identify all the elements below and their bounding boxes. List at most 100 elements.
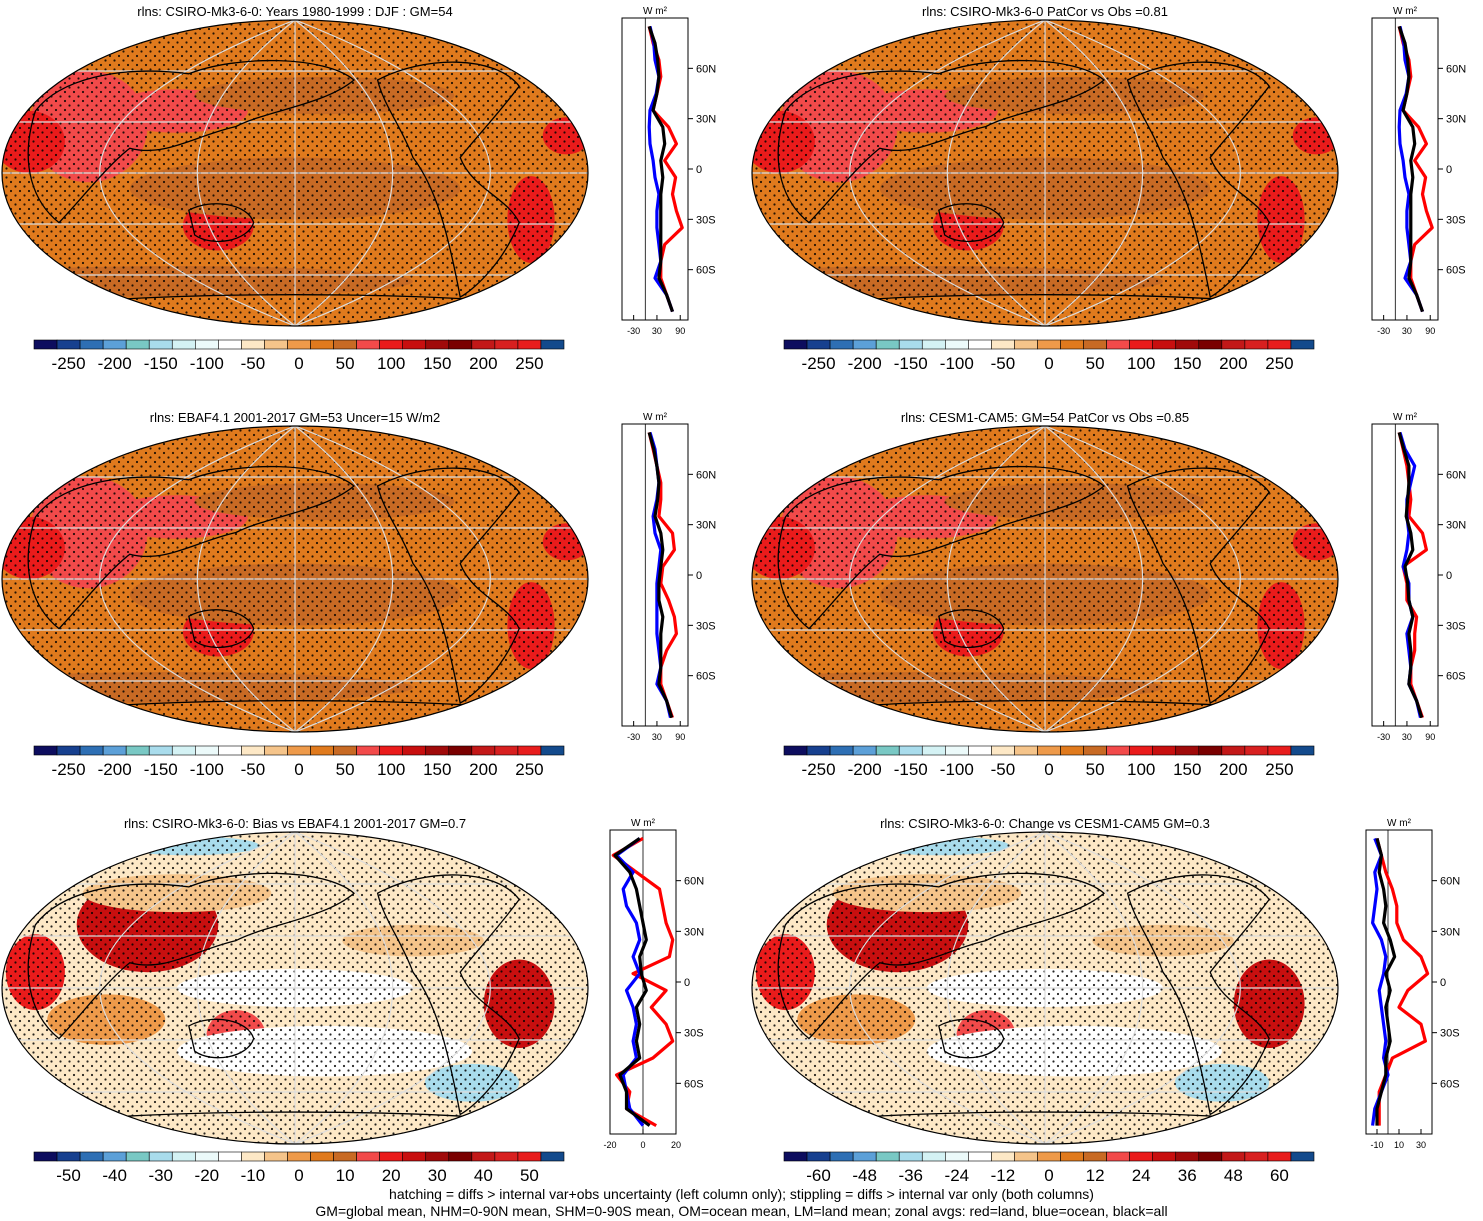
colorbar-label: -50 bbox=[56, 1166, 81, 1185]
colorbar-label: -40 bbox=[102, 1166, 127, 1185]
colorbar-swatch bbox=[921, 339, 946, 350]
colorbar-swatch bbox=[1267, 339, 1292, 350]
map-outline bbox=[751, 19, 1339, 327]
colorbar-swatch bbox=[1129, 1151, 1153, 1162]
colorbar-label: 150 bbox=[1173, 760, 1201, 779]
colorbar-swatch bbox=[1129, 745, 1153, 756]
zonal-frame bbox=[621, 423, 689, 727]
coastline bbox=[376, 467, 521, 704]
map-outline bbox=[751, 425, 1339, 733]
colorbar-label: 12 bbox=[1086, 1166, 1105, 1185]
colorbar-swatch bbox=[783, 1151, 808, 1162]
series-line-ocean bbox=[614, 837, 645, 1127]
colorbar-swatch bbox=[1267, 1151, 1292, 1162]
colorbar-label: 150 bbox=[423, 760, 451, 779]
x-tick-label: 30 bbox=[652, 732, 662, 742]
colorbar-swatch bbox=[102, 339, 127, 350]
colorbar-label: 250 bbox=[1265, 354, 1293, 373]
colorbar-swatch bbox=[1037, 339, 1061, 350]
y-tick-label: 60N bbox=[684, 876, 704, 888]
colorbar-label: 50 bbox=[336, 760, 355, 779]
series-line-all bbox=[1397, 431, 1424, 719]
longitude-line bbox=[1044, 20, 1144, 326]
colorbar-label: -150 bbox=[144, 354, 178, 373]
coastline bbox=[1126, 61, 1271, 298]
colorbar-swatch bbox=[1014, 1151, 1038, 1162]
colorbar-label: 30 bbox=[428, 1166, 447, 1185]
zonal-units-label: W m² bbox=[631, 818, 656, 829]
colorbar-label: -250 bbox=[52, 760, 86, 779]
y-tick-label: 0 bbox=[1446, 570, 1452, 582]
y-tick-label: 30N bbox=[1446, 520, 1466, 532]
colorbar-label: 100 bbox=[1127, 354, 1155, 373]
zonal-mean-chart: W m² 60N 30N 0 30S 60S -10 10 30 bbox=[1365, 818, 1460, 1150]
colorbar-swatch bbox=[540, 1151, 565, 1162]
coastline bbox=[938, 609, 1005, 649]
colorbar-swatch bbox=[517, 1151, 542, 1162]
colorbar-swatch bbox=[991, 339, 1015, 350]
colorbar-label: 200 bbox=[1219, 760, 1247, 779]
colorbar-label: 100 bbox=[1127, 760, 1155, 779]
colorbar-swatch bbox=[1267, 745, 1292, 756]
colorbar-label: -36 bbox=[898, 1166, 923, 1185]
colorbar-swatch bbox=[1152, 339, 1177, 350]
longitude-line bbox=[99, 20, 296, 326]
longitude-line bbox=[849, 832, 1046, 1144]
colorbar-label: 100 bbox=[377, 760, 405, 779]
colorbar-swatch bbox=[356, 1151, 380, 1162]
longitude-line bbox=[99, 832, 296, 1144]
colorbar: -50 -40 -30 -20 -10 0 10 20 30 40 50 bbox=[33, 1151, 565, 1185]
colorbar-swatch bbox=[852, 339, 877, 350]
colorbar-swatch bbox=[333, 339, 357, 350]
colorbar-label: -100 bbox=[190, 354, 224, 373]
colorbar-label: 60 bbox=[1270, 1166, 1289, 1185]
coastline bbox=[376, 874, 521, 1116]
colorbar-swatch bbox=[945, 1151, 969, 1162]
colorbar-swatch bbox=[1060, 1151, 1084, 1162]
colorbar-swatch bbox=[333, 745, 357, 756]
colorbar-swatch bbox=[171, 1151, 196, 1162]
colorbar-label: 36 bbox=[1178, 1166, 1197, 1185]
colorbar-label: -250 bbox=[802, 760, 836, 779]
longitude-line bbox=[294, 832, 491, 1144]
colorbar: -250 -200 -150 -100 -50 0 50 100 150 200 250 bbox=[783, 745, 1315, 779]
y-tick-label: 60N bbox=[696, 63, 716, 75]
colorbar-label: 40 bbox=[474, 1166, 493, 1185]
colorbar-swatch bbox=[79, 1151, 104, 1162]
colorbar-label: -20 bbox=[195, 1166, 220, 1185]
colorbar-swatch bbox=[852, 1151, 877, 1162]
y-tick-label: 30S bbox=[1446, 214, 1466, 226]
colorbar-swatch bbox=[1037, 745, 1061, 756]
colorbar-label: -10 bbox=[241, 1166, 266, 1185]
colorbar-swatch bbox=[875, 1151, 900, 1162]
y-tick-label: 0 bbox=[696, 164, 702, 176]
colorbar-label: 48 bbox=[1224, 1166, 1243, 1185]
coastline bbox=[27, 59, 356, 224]
colorbar-label: -200 bbox=[98, 760, 132, 779]
colorbar-swatch bbox=[379, 339, 403, 350]
longitude-line bbox=[1044, 426, 1241, 732]
map-title: rlns: CSIRO-Mk3-6-0: Bias vs EBAF4.1 200… bbox=[123, 816, 467, 831]
x-tick-label: 90 bbox=[675, 326, 685, 336]
colorbar-swatch bbox=[1083, 1151, 1107, 1162]
colorbar-swatch bbox=[1221, 745, 1246, 756]
colorbar-swatch bbox=[448, 339, 473, 350]
colorbar-swatch bbox=[241, 745, 265, 756]
colorbar-label: 50 bbox=[520, 1166, 539, 1185]
y-tick-label: 30N bbox=[1446, 114, 1466, 126]
zonal-mean-chart: W m² 60N 30N 0 30S 60S -30 30 90 bbox=[1371, 6, 1466, 336]
coastline bbox=[27, 872, 355, 1040]
footer-line-2: GM=global mean, NHM=0-90N mean, SHM=0-90… bbox=[315, 1203, 1168, 1219]
colorbar-swatch bbox=[102, 745, 127, 756]
colorbar-label: 0 bbox=[1044, 760, 1053, 779]
colorbar-swatch bbox=[517, 745, 542, 756]
colorbar-swatch bbox=[540, 745, 565, 756]
colorbar-label: -50 bbox=[991, 354, 1016, 373]
colorbar-swatch bbox=[402, 1151, 427, 1162]
x-tick-label: 30 bbox=[652, 326, 662, 336]
colorbar-swatch bbox=[783, 339, 808, 350]
colorbar-label: -60 bbox=[806, 1166, 831, 1185]
colorbar-swatch bbox=[1221, 339, 1246, 350]
colorbar-swatch bbox=[218, 339, 242, 350]
colorbar-label: 150 bbox=[1173, 354, 1201, 373]
